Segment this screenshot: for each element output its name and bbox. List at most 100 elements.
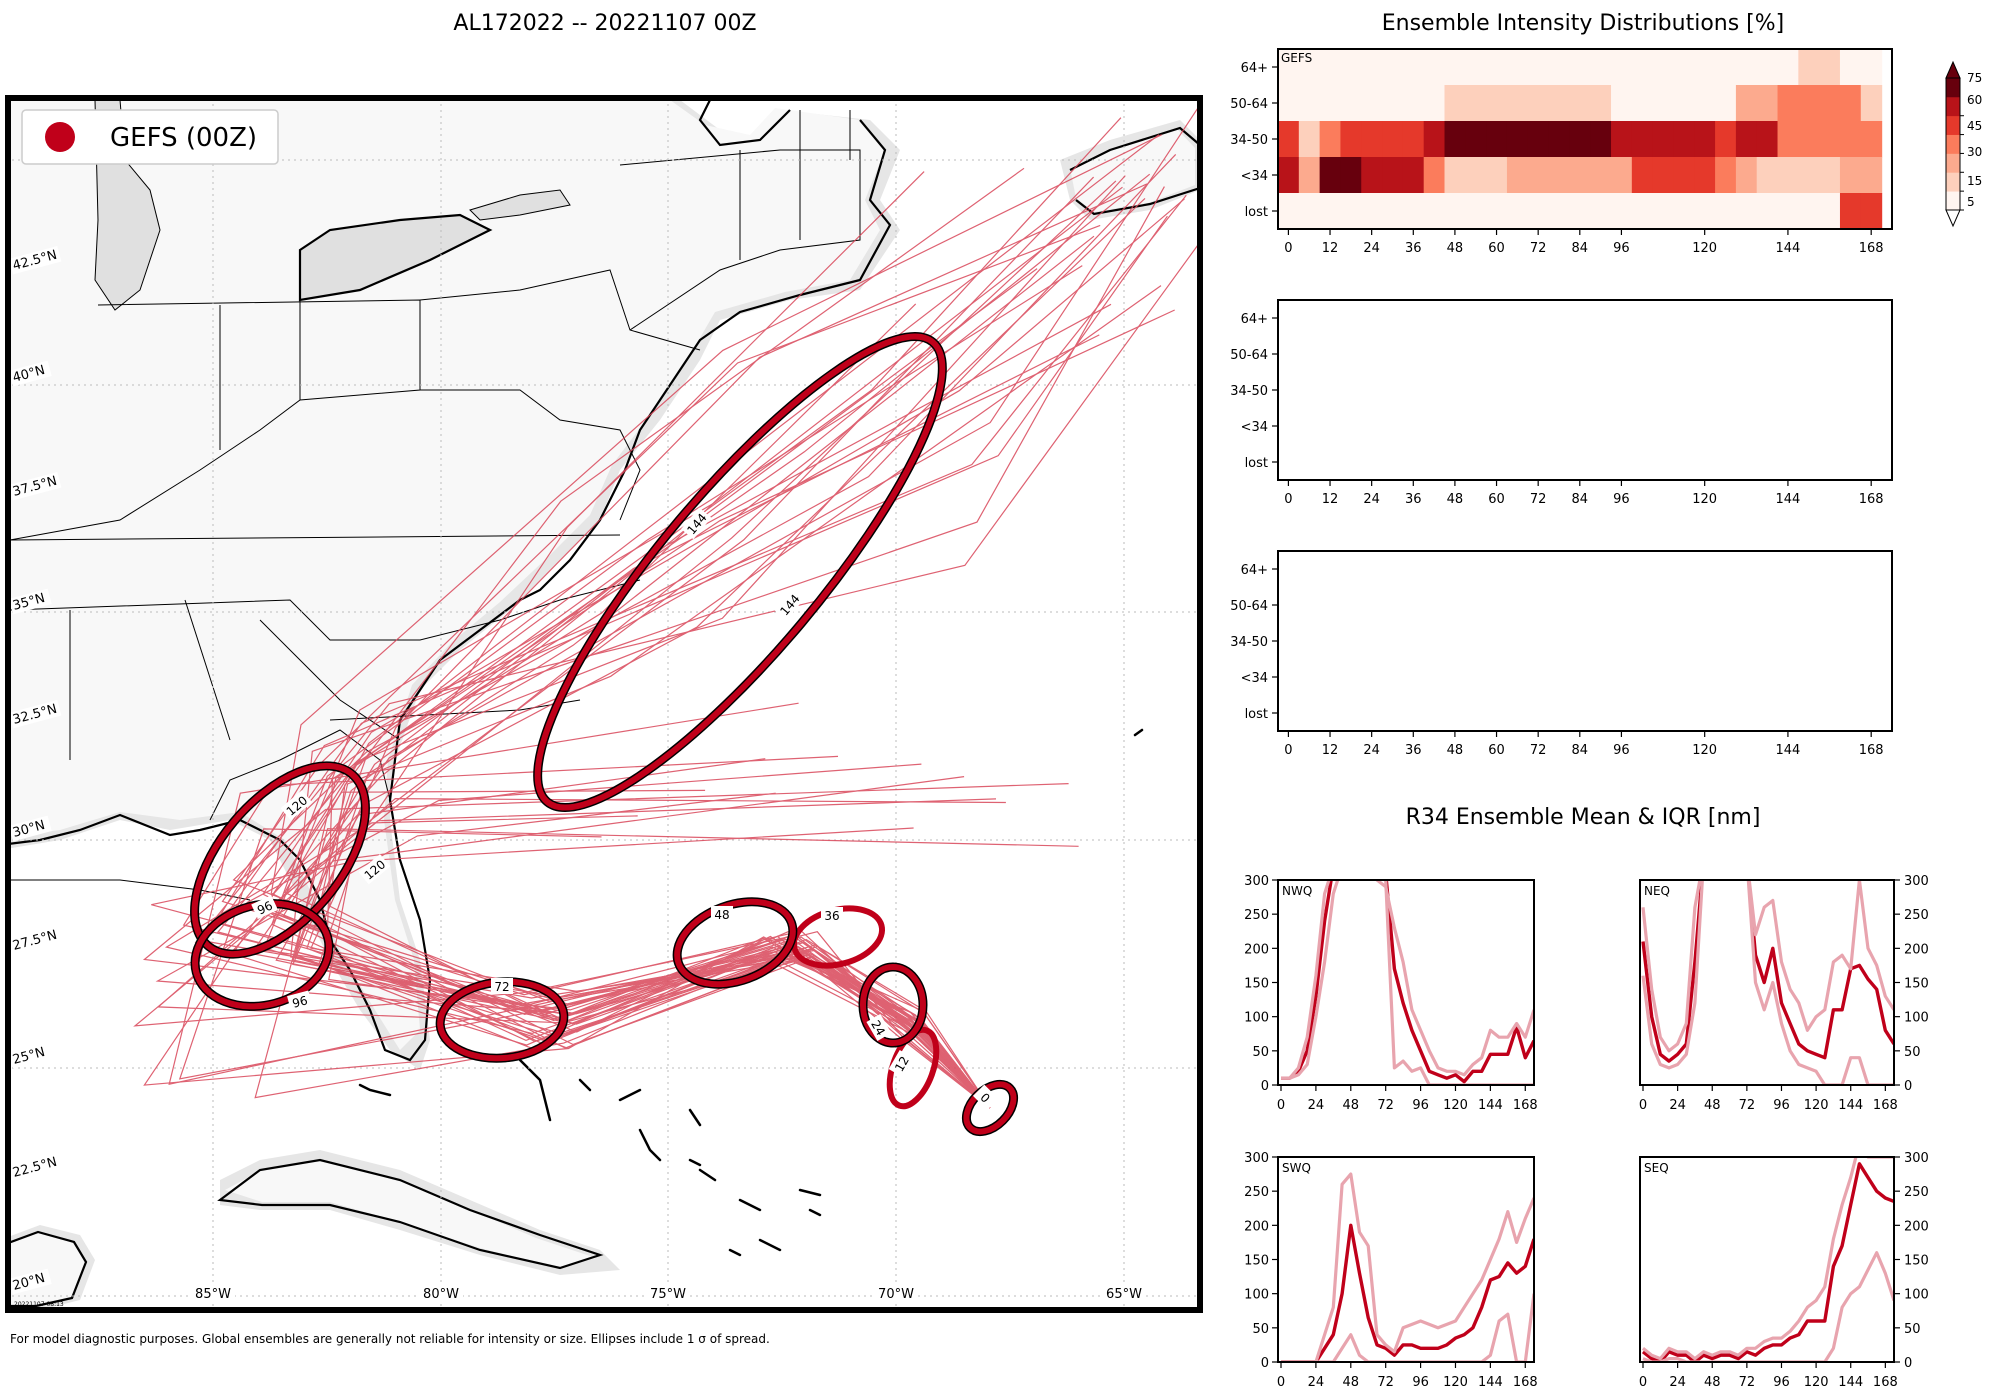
x-tick-label: 168 — [1873, 1375, 1898, 1390]
heatmap-cell — [1423, 49, 1446, 86]
y-tick-label: 150 — [1244, 977, 1269, 992]
heatmap-cell — [1631, 49, 1654, 86]
heatmap-cell — [1611, 157, 1633, 194]
x-tick-label: 144 — [1478, 1375, 1503, 1390]
y-tick-label: 100 — [1904, 1288, 1929, 1303]
y-tick-label: 34-50 — [1230, 133, 1268, 148]
y-tick-label: 0 — [1261, 1356, 1269, 1371]
x-tick-label: 12 — [1322, 492, 1339, 507]
heatmap-cell — [1527, 193, 1550, 230]
x-tick-label: 168 — [1859, 743, 1884, 758]
x-tick-label: 60 — [1488, 492, 1505, 507]
x-tick-label: 84 — [1572, 241, 1589, 256]
heatmap-cell — [1777, 85, 1799, 122]
heatmap-cell — [1819, 85, 1841, 122]
x-tick-label: 168 — [1513, 1375, 1538, 1390]
heatmap-cell — [1340, 193, 1362, 230]
heatmap-cell — [1465, 157, 1487, 194]
colorbar-extend-bottom — [1945, 209, 1961, 228]
y-tick-label: 0 — [1904, 1079, 1912, 1094]
heatmap-cell — [1278, 49, 1300, 86]
panel-frame — [1277, 550, 1893, 732]
series-mean — [1281, 1223, 1534, 1362]
x-tick-label: 96 — [1773, 1375, 1790, 1390]
x-tick-label: 120 — [1804, 1375, 1829, 1390]
ensemble-track — [271, 265, 1083, 1109]
x-tick-label: 72 — [1530, 241, 1547, 256]
heatmap-cell — [1527, 49, 1550, 86]
x-tick-label: 12 — [1322, 241, 1339, 256]
ellipse-label: 24 — [868, 1018, 888, 1038]
series-q25 — [1281, 880, 1534, 1085]
colorbar-extend-top — [1945, 60, 1961, 79]
x-tick-label: 120 — [1692, 492, 1717, 507]
heatmap-cell — [1402, 121, 1425, 158]
x-tick-label: 144 — [1838, 1375, 1863, 1390]
legend-marker — [45, 122, 75, 152]
heatmap-cell — [1590, 193, 1612, 230]
x-tick-label: 144 — [1776, 743, 1801, 758]
y-tick-label: 200 — [1904, 942, 1929, 957]
heatmap-cell — [1652, 121, 1675, 158]
heatmap-cell — [1278, 157, 1300, 194]
colorbar-segment — [1946, 153, 1960, 173]
heatmap-cell — [1319, 85, 1342, 122]
heatmap-cell — [1486, 121, 1508, 158]
heatmap-cell — [1298, 157, 1321, 194]
heatmap-cell — [1756, 85, 1779, 122]
x-tick-label: 168 — [1859, 241, 1884, 256]
heatmap-cell — [1402, 193, 1425, 230]
y-tick-label: 100 — [1904, 1011, 1929, 1026]
heatmap-cell — [1631, 85, 1654, 122]
latitude-labels: 42.5°N 40°N 37.5°N 35°N 32.5°N 30°N 27.5… — [8, 245, 62, 1295]
series-q75 — [1641, 880, 1894, 1053]
map-frame — [5, 95, 1203, 1313]
series-q75 — [1642, 1157, 1894, 1361]
heatmap-cell — [1569, 157, 1591, 194]
colorbar-segment — [1946, 78, 1960, 98]
heatmap-cell — [1860, 121, 1883, 158]
heatmap-cell — [1340, 121, 1362, 158]
heatmap-cell — [1715, 49, 1737, 86]
x-tick-label: 36 — [1405, 241, 1422, 256]
y-tick-label: 250 — [1244, 1185, 1269, 1200]
y-tick-label: 50-64 — [1230, 599, 1268, 614]
ensemble-track — [253, 105, 1200, 1109]
x-tick-label: 48 — [1704, 1375, 1721, 1390]
x-tick-label: 48 — [1447, 743, 1464, 758]
x-tick-label: 48 — [1343, 1098, 1360, 1113]
series-group — [1281, 1172, 1534, 1362]
x-tick-label: 72 — [1530, 492, 1547, 507]
ensemble-track — [270, 134, 1162, 1109]
x-tick-label: 12 — [1322, 743, 1339, 758]
heatmap-cell — [1278, 85, 1300, 122]
heatmap-cell — [1631, 157, 1654, 194]
y-tick-label: 50 — [1904, 1322, 1921, 1337]
heatmap-cell — [1694, 157, 1716, 194]
ellipse-hour-96-b — [190, 899, 334, 1011]
ensemble-track — [262, 198, 1185, 1109]
x-tick-label: 48 — [1704, 1098, 1721, 1113]
lon-label: 85°W — [195, 1287, 231, 1302]
y-tick-label: lost — [1245, 707, 1268, 722]
heatmap-cell — [1819, 49, 1841, 86]
heatmap-cell — [1735, 121, 1758, 158]
panel-frame — [1277, 299, 1893, 481]
heatmap-cell — [1694, 49, 1716, 86]
panel-label: NEQ — [1644, 884, 1670, 898]
heatmap-cell — [1673, 193, 1695, 230]
y-tick-label: lost — [1245, 456, 1268, 471]
series-mean — [1641, 1162, 1894, 1362]
series-q75 — [1281, 880, 1534, 1080]
x-tick-label: 0 — [1277, 1098, 1285, 1113]
x-tick-label: 24 — [1308, 1375, 1325, 1390]
ensemble-track — [292, 183, 1148, 1109]
heatmap-cell — [1839, 85, 1862, 122]
heatmap-cell — [1756, 121, 1779, 158]
heatmap-cell — [1860, 157, 1883, 194]
heatmap-cell — [1860, 49, 1883, 86]
heatmap-cell — [1611, 121, 1633, 158]
colorbar-segment — [1946, 191, 1960, 211]
x-tick-label: 120 — [1692, 241, 1717, 256]
